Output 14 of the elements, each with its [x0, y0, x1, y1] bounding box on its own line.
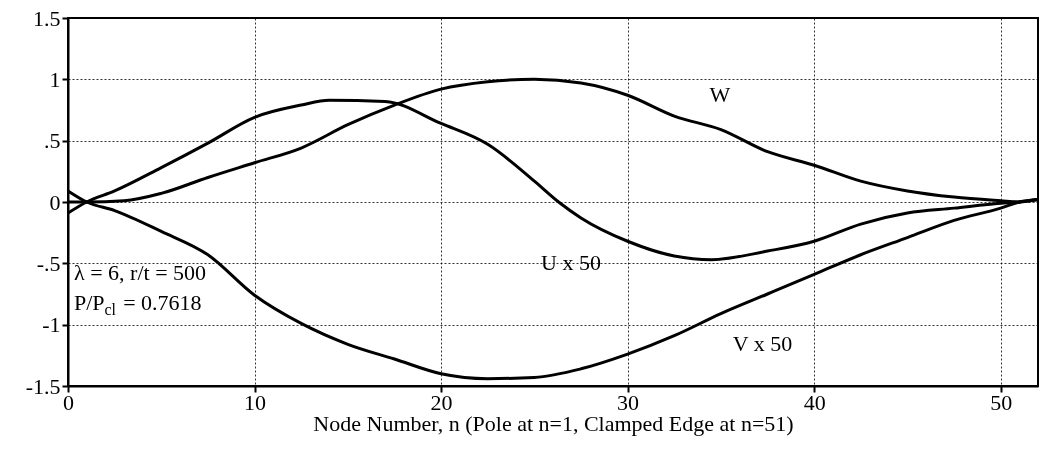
- y-tick-label: 1: [49, 66, 61, 92]
- y-tick-label: -1.5: [25, 373, 61, 399]
- series-label: U x 50: [541, 249, 601, 275]
- series-label: W: [709, 81, 731, 107]
- y-tick-label: 1.5: [33, 5, 61, 31]
- y-tick-label: -.5: [36, 250, 61, 276]
- series-label: V x 50: [732, 331, 793, 356]
- annotation: λ = 6, r/t = 500: [74, 260, 207, 285]
- x-tick-label: 10: [244, 389, 267, 415]
- y-tick-label: -1: [42, 312, 61, 338]
- y-tick-label: 0: [49, 189, 61, 215]
- y-tick-label: .5: [44, 128, 61, 154]
- x-tick-label: 50: [990, 389, 1013, 415]
- x-tick-label: 40: [803, 389, 826, 415]
